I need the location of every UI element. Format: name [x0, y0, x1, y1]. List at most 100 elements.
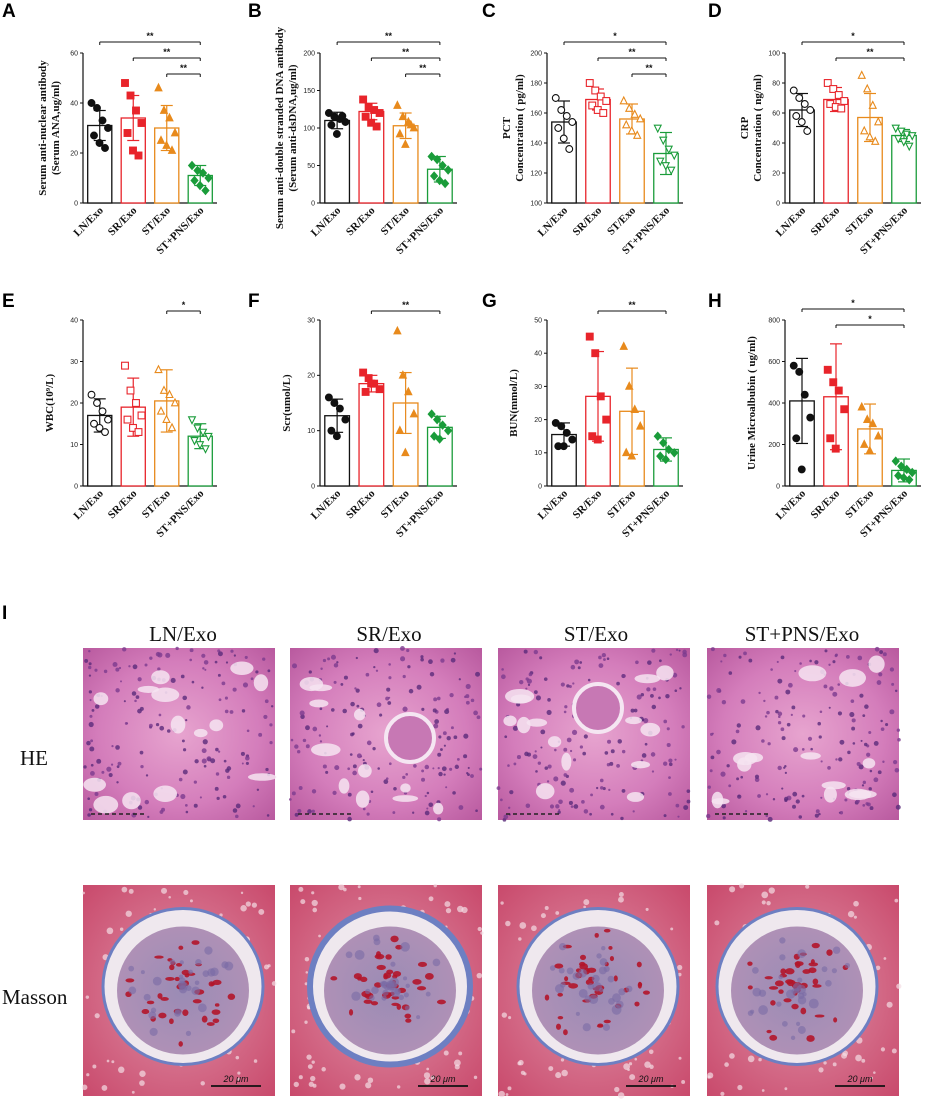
- data-point: [327, 121, 336, 129]
- data-point: [395, 425, 405, 435]
- data-point: [800, 390, 809, 399]
- data-point: [568, 118, 577, 126]
- y-axis-label: PCT: [501, 116, 513, 139]
- data-point: [823, 365, 832, 374]
- significance-label: **: [628, 47, 636, 57]
- data-point: [627, 450, 637, 460]
- data-point: [87, 99, 96, 107]
- row-label-masson: Masson: [2, 985, 68, 1009]
- data-point: [123, 129, 132, 137]
- category-label: LN/Exo: [71, 487, 106, 522]
- data-point: [658, 136, 668, 146]
- data-point: [409, 408, 419, 418]
- y-tick-label: 0: [74, 483, 78, 490]
- data-point: [438, 160, 447, 171]
- data-point: [427, 151, 436, 162]
- data-point: [829, 85, 838, 93]
- y-tick-label: 50: [534, 317, 542, 324]
- data-point: [588, 101, 597, 110]
- data-point: [129, 146, 137, 155]
- data-point: [585, 332, 594, 341]
- data-point: [443, 425, 453, 436]
- data-point: [565, 145, 574, 153]
- y-tick-label: 140: [530, 140, 542, 147]
- data-point: [630, 404, 640, 413]
- y-axis-label: (Serum ANA,ug/ml): [50, 81, 62, 175]
- panel-letter-h: H: [708, 291, 722, 312]
- data-point: [154, 364, 163, 374]
- data-point: [661, 454, 670, 465]
- scale-label: 20 μm: [430, 1074, 456, 1084]
- data-point: [562, 428, 571, 437]
- data-point: [204, 173, 213, 183]
- data-point: [661, 162, 671, 171]
- category-label: ST/Exo: [605, 204, 638, 237]
- data-point: [862, 83, 872, 93]
- data-point: [398, 111, 408, 121]
- category-label: ST/Exo: [140, 487, 173, 520]
- data-point: [134, 151, 143, 160]
- data-point: [557, 422, 566, 431]
- data-point: [596, 392, 605, 401]
- panel-letter-c: C: [482, 1, 496, 22]
- y-axis-label: BUN(mmol/L): [508, 369, 520, 437]
- data-point: [165, 112, 174, 122]
- data-point: [826, 434, 835, 443]
- chart-panel-a: A 0 20 40 60 Serum anti-nuclear antibody (Seru…: [2, 1, 217, 257]
- data-point: [840, 97, 849, 105]
- data-point: [624, 103, 634, 112]
- data-point: [427, 409, 436, 419]
- y-tick-label: 40: [70, 100, 78, 107]
- data-point: [803, 127, 812, 135]
- data-point: [162, 414, 171, 423]
- data-point: [167, 422, 177, 432]
- data-point: [137, 411, 146, 420]
- data-point: [198, 168, 208, 178]
- he-image-1: [288, 646, 483, 822]
- data-point: [398, 370, 408, 379]
- category-label: ST/Exo: [379, 487, 412, 520]
- data-point: [908, 467, 917, 478]
- y-tick-label: 100: [303, 125, 315, 132]
- y-tick-label: 10: [70, 442, 78, 449]
- data-point: [137, 119, 146, 127]
- he-image-2: [496, 648, 691, 822]
- data-point: [190, 436, 199, 446]
- y-tick-label: 600: [768, 359, 780, 366]
- y-tick-label: 80: [772, 80, 780, 87]
- y-tick-label: 200: [768, 442, 780, 449]
- data-point: [104, 124, 112, 132]
- y-tick-label: 30: [534, 384, 542, 391]
- y-tick-label: 20: [534, 417, 542, 424]
- panel-letter-a: A: [2, 1, 16, 22]
- significance-label: *: [613, 31, 617, 41]
- data-point: [795, 94, 804, 102]
- y-tick-label: 400: [768, 400, 780, 407]
- data-point: [630, 109, 640, 118]
- data-point: [159, 105, 169, 114]
- data-point: [121, 79, 129, 87]
- data-point: [432, 154, 442, 165]
- category-label: ST/Exo: [843, 487, 876, 520]
- y-axis-label: Concentration ( pg/ml): [514, 74, 526, 182]
- y-tick-label: 0: [311, 200, 315, 207]
- data-point: [324, 393, 333, 402]
- y-axis-label: WBC(10⁹/L): [44, 374, 56, 433]
- data-point: [327, 426, 336, 435]
- chart-panel-d: D 0 20 40 60 80 100 CRP Concentration ( ng/ml) LN…: [708, 1, 921, 257]
- y-tick-label: 0: [776, 483, 780, 490]
- category-label: LN/Exo: [309, 487, 344, 522]
- data-point: [393, 325, 402, 335]
- y-tick-label: 200: [303, 50, 315, 57]
- data-point: [870, 136, 880, 145]
- significance-label: **: [628, 300, 636, 310]
- data-point: [98, 116, 107, 125]
- column-header-ln: LN/Exo: [149, 622, 217, 646]
- category-label: SR/Exo: [344, 204, 378, 238]
- category-label: ST/Exo: [843, 204, 876, 237]
- category-label: LN/Exo: [309, 204, 344, 239]
- data-point: [126, 91, 135, 100]
- data-point: [559, 442, 568, 451]
- data-point: [859, 125, 869, 135]
- masson-image-3: 20 μm: [707, 883, 902, 1096]
